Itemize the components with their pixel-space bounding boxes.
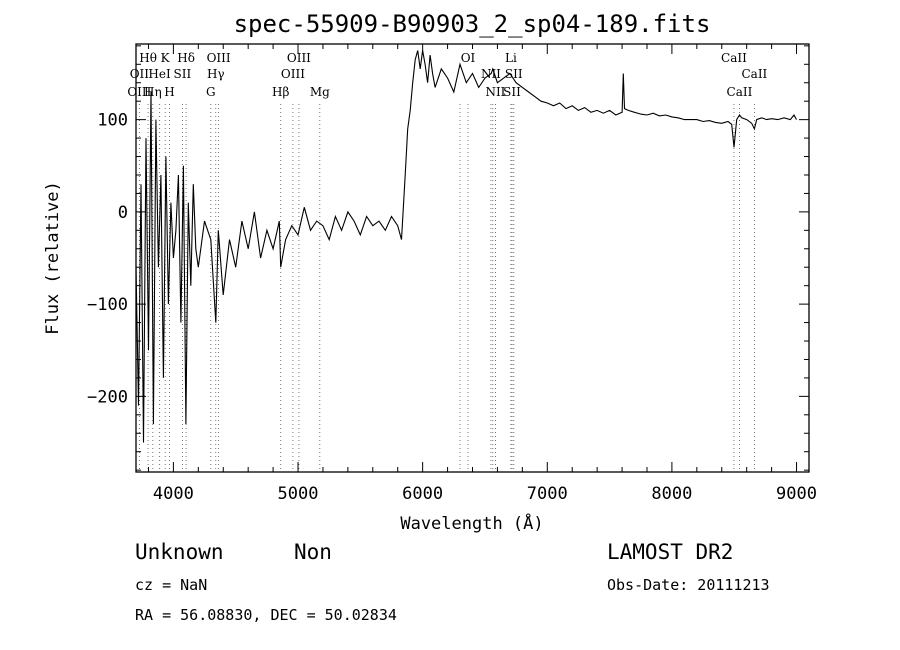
line-marker-layer <box>138 104 755 472</box>
spectral-line-label: Hθ <box>139 51 157 65</box>
x-axis-label: Wavelength (Å) <box>400 512 543 534</box>
x-tick-label: 6000 <box>402 484 443 504</box>
spectral-line-label: CaII <box>721 51 747 65</box>
spectral-line-label: SII <box>174 67 192 81</box>
spectral-line-label: CaII <box>741 67 767 81</box>
x-tick-label: 4000 <box>153 484 194 504</box>
object-class: Unknown <box>135 540 224 564</box>
spectral-line-label: OIII <box>207 51 231 65</box>
survey-name: LAMOST DR2 <box>607 540 733 564</box>
chart-title: spec-55909-B90903_2_sp04-189.fits <box>234 10 711 38</box>
spectral-line-label: NII <box>485 85 505 99</box>
object-subclass: Non <box>294 540 332 564</box>
y-tick-label: 0 <box>118 203 128 223</box>
observation-date: Obs-Date: 20111213 <box>607 576 770 594</box>
spectral-line-label: Hδ <box>177 51 195 65</box>
spectral-line-label: Hγ <box>207 67 225 81</box>
x-tick-label: 8000 <box>651 484 692 504</box>
spectral-line-label: CaII <box>727 85 753 99</box>
spectral-line-label: SII <box>505 67 523 81</box>
coordinates-readout: RA = 56.08830, DEC = 50.02834 <box>135 606 397 624</box>
spectral-line-label: Hβ <box>272 85 289 99</box>
y-tick-label: 100 <box>97 111 128 131</box>
spectral-line-label: OIII <box>281 67 305 81</box>
axis-ticks: 4000 5000 6000 7000 8000 9000 100 0 −100 −200 <box>87 44 817 504</box>
spectral-line-label: H <box>164 85 174 99</box>
spectral-line-label: Li <box>505 51 517 65</box>
x-tick-label: 5000 <box>278 484 319 504</box>
spectral-line-label: K <box>161 51 171 65</box>
spectral-line-label: OIII <box>287 51 311 65</box>
spectral-line-label: OIII <box>127 85 151 99</box>
spectral-line-label: OI <box>461 51 476 65</box>
y-tick-label: −100 <box>87 295 128 315</box>
redshift-readout: cz = NaN <box>135 576 207 594</box>
y-axis-label: Flux (relative) <box>43 181 63 335</box>
spectral-line-label: HeI <box>148 67 171 81</box>
spectral-line-label: Hη <box>144 85 162 99</box>
y-tick-label: −200 <box>87 387 128 407</box>
x-tick-label: 9000 <box>776 484 817 504</box>
spectral-line-label: Mg <box>310 85 330 99</box>
spectral-line-label: G <box>206 85 216 99</box>
spectral-line-label: OII <box>130 67 150 81</box>
x-tick-label: 7000 <box>527 484 568 504</box>
spectrum-line <box>135 50 797 443</box>
spectral-line-label: SII <box>503 85 521 99</box>
